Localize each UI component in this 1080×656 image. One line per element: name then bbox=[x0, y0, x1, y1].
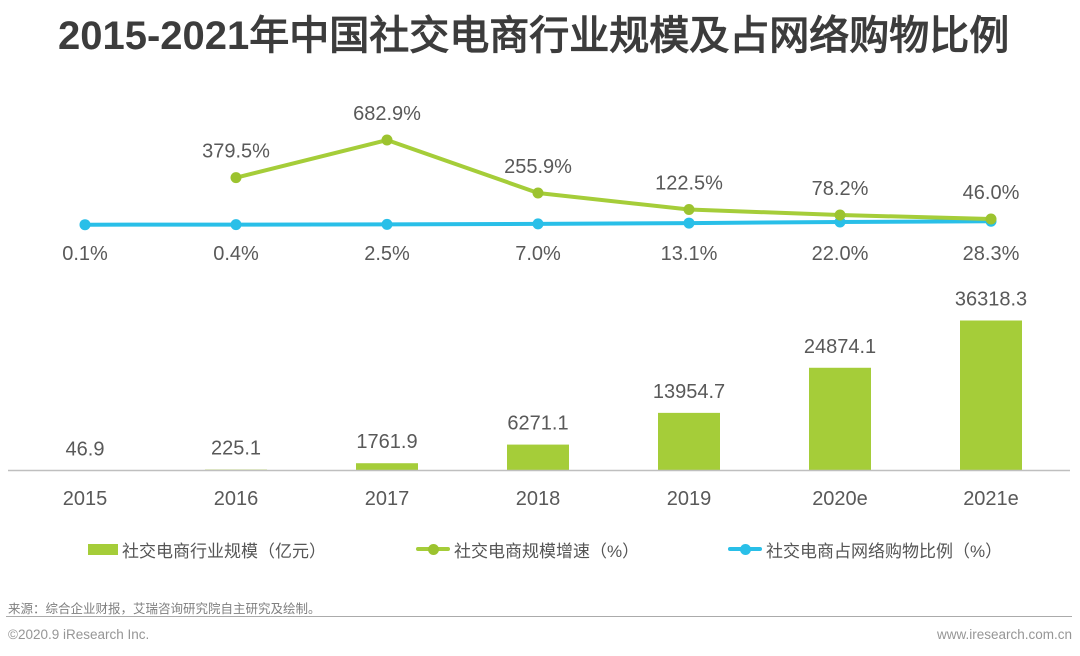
share-point bbox=[532, 218, 544, 230]
legend-item-growth-rate: 社交电商规模增速（%） bbox=[416, 538, 640, 561]
growth-dot-icon bbox=[427, 543, 439, 555]
footer-divider bbox=[6, 616, 1072, 617]
bar-value-label: 36318.3 bbox=[955, 289, 1027, 311]
year-label: 2015 bbox=[63, 488, 108, 510]
bar-value-label: 1761.9 bbox=[356, 431, 417, 453]
bar-2018 bbox=[507, 444, 569, 471]
share-value-label: 0.4% bbox=[213, 243, 259, 265]
bar-value-label: 13954.7 bbox=[653, 381, 725, 403]
legend-item-share-of-online-shopping: 社交电商占网络购物比例（%） bbox=[728, 538, 1003, 561]
growth-value-label: 122.5% bbox=[655, 173, 723, 195]
year-label: 2021e bbox=[963, 488, 1019, 510]
website-text: www.iresearch.com.cn bbox=[936, 627, 1072, 642]
growth-value-label: 379.5% bbox=[202, 141, 270, 163]
footer: ©2020.9 iResearch Inc. www.iresearch.com… bbox=[8, 627, 1072, 642]
year-label: 2016 bbox=[214, 488, 259, 510]
page-title: 2015-2021年中国社交电商行业规模及占网络购物比例 bbox=[58, 14, 1010, 58]
share-line-marker-icon bbox=[728, 543, 762, 555]
legend: 社交电商行业规模（亿元） 社交电商规模增速（%） 社交电商占网络购物比例（%） bbox=[0, 538, 1080, 562]
bar-2021e bbox=[960, 320, 1022, 471]
copyright-text: ©2020.9 iResearch Inc. bbox=[8, 627, 150, 642]
share-point bbox=[683, 217, 695, 229]
growth-value-label: 255.9% bbox=[504, 156, 572, 178]
year-label: 2020e bbox=[812, 488, 868, 510]
year-label: 2018 bbox=[516, 488, 561, 510]
growth-point bbox=[532, 187, 544, 199]
growth-point bbox=[834, 209, 846, 221]
share-point bbox=[79, 219, 91, 231]
growth-value-label: 682.9% bbox=[353, 103, 421, 125]
bar-value-label: 6271.1 bbox=[507, 413, 568, 435]
growth-line bbox=[235, 138, 992, 221]
share-value-label: 7.0% bbox=[515, 243, 561, 265]
bar-2017 bbox=[356, 463, 418, 471]
bar-value-label: 24874.1 bbox=[804, 336, 876, 358]
growth-value-label: 78.2% bbox=[812, 178, 869, 200]
year-label: 2017 bbox=[365, 488, 410, 510]
bar-2019 bbox=[658, 412, 720, 471]
share-value-label: 22.0% bbox=[812, 243, 869, 265]
share-dot-icon bbox=[739, 543, 751, 555]
growth-value-label: 46.0% bbox=[963, 182, 1020, 204]
share-point bbox=[381, 218, 393, 230]
bar-value-label: 46.9 bbox=[66, 438, 105, 460]
growth-point bbox=[381, 134, 393, 146]
growth-line-marker-icon bbox=[416, 543, 450, 555]
bar-2020e bbox=[809, 367, 871, 471]
growth-point bbox=[230, 172, 242, 184]
share-value-label: 28.3% bbox=[963, 243, 1020, 265]
bar-value-label: 225.1 bbox=[211, 438, 261, 460]
legend-item-industry-scale: 社交电商行业规模（亿元） bbox=[88, 538, 326, 561]
growth-point bbox=[985, 213, 997, 225]
legend-label-industry-scale: 社交电商行业规模（亿元） bbox=[122, 541, 326, 561]
legend-label-share-of-online-shopping: 社交电商占网络购物比例（%） bbox=[766, 541, 1003, 561]
legend-label-growth-rate: 社交电商规模增速（%） bbox=[454, 541, 640, 561]
share-value-label: 0.1% bbox=[62, 243, 108, 265]
growth-point bbox=[683, 204, 695, 216]
share-value-label: 13.1% bbox=[661, 243, 718, 265]
share-point bbox=[230, 219, 242, 231]
bar-swatch-icon bbox=[88, 543, 118, 555]
source-note: 来源：综合企业财报，艾瑞咨询研究院自主研究及绘制。 bbox=[8, 602, 321, 616]
share-value-label: 2.5% bbox=[364, 243, 410, 265]
year-label: 2019 bbox=[667, 488, 712, 510]
